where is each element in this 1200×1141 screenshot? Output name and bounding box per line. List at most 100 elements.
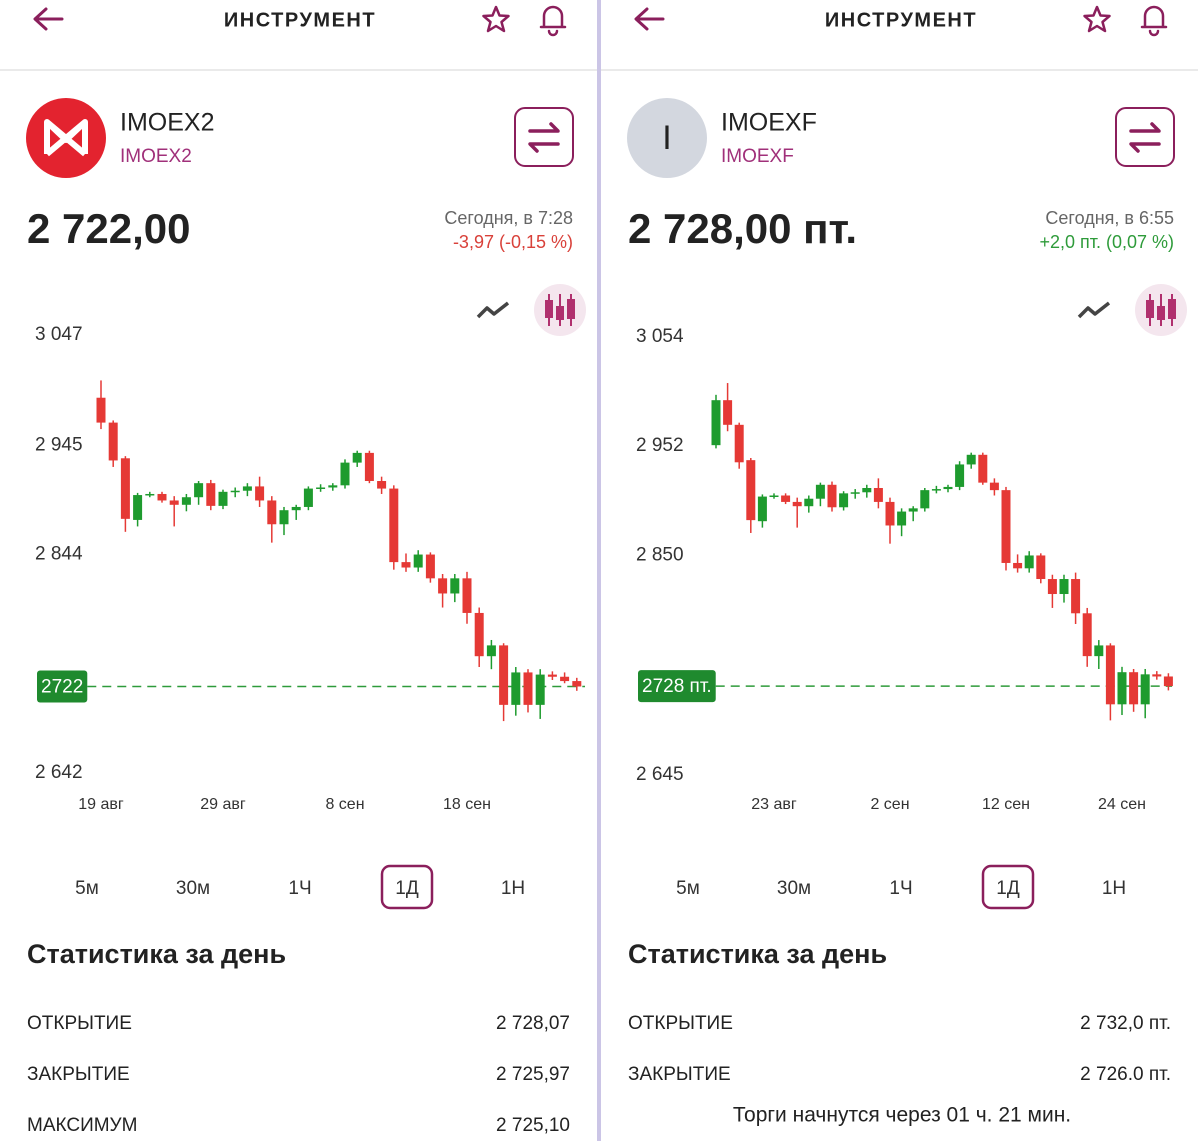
candle-body bbox=[120, 458, 130, 519]
candle-body bbox=[474, 612, 484, 657]
candle-body bbox=[547, 674, 557, 677]
candle-body bbox=[230, 490, 240, 493]
stat-value: 2 726.0 пт. bbox=[1080, 1064, 1171, 1085]
logo-letter: I bbox=[662, 119, 671, 157]
candle-body bbox=[279, 510, 289, 525]
candle-body bbox=[535, 674, 545, 705]
timeframe-button[interactable]: 1Н bbox=[501, 878, 525, 899]
timeframe-button[interactable]: 1Ч bbox=[889, 878, 912, 899]
back-button[interactable] bbox=[634, 7, 665, 31]
stat-label: ЗАКРЫТИЕ bbox=[27, 1064, 130, 1085]
candle-body bbox=[157, 493, 167, 501]
candle-body bbox=[1163, 676, 1173, 687]
candle-body bbox=[792, 501, 802, 507]
x-tick-label: 19 авг bbox=[78, 796, 124, 813]
candle-body bbox=[827, 484, 837, 508]
price-line-label: 2722 bbox=[41, 676, 83, 697]
candle-body bbox=[169, 500, 179, 505]
favorite-button[interactable] bbox=[1083, 5, 1111, 33]
y-tick-label: 2 642 bbox=[35, 762, 83, 783]
price-change: -3,97 (-0,15 %) bbox=[453, 232, 573, 252]
candle-body bbox=[560, 676, 570, 682]
candle-body bbox=[438, 578, 448, 594]
candle-body bbox=[873, 487, 883, 502]
candle-body bbox=[815, 484, 825, 499]
swap-icon bbox=[1129, 122, 1161, 153]
candle-body bbox=[1140, 674, 1150, 705]
stats-title: Статистика за день bbox=[27, 939, 286, 969]
candle-body bbox=[989, 482, 999, 491]
header-title: ИНСТРУМЕНТ bbox=[224, 9, 376, 31]
subticker: IMOEXF bbox=[721, 146, 794, 167]
candle-body bbox=[1105, 645, 1115, 705]
price-line-badge bbox=[638, 670, 716, 703]
candle-body bbox=[181, 497, 191, 505]
candle-body bbox=[1024, 555, 1034, 569]
swap-icon bbox=[528, 122, 560, 153]
timeframe-button[interactable]: 5м bbox=[676, 878, 700, 899]
active-timeframe bbox=[981, 864, 1035, 910]
candle-body bbox=[206, 483, 216, 506]
footer-bar bbox=[601, 1096, 1198, 1141]
ticker: IMOEXF bbox=[721, 109, 817, 137]
candle-body bbox=[511, 672, 521, 705]
footer-note: Торги начнутся через 01 ч. 21 мин. bbox=[733, 1104, 1071, 1127]
candle-body bbox=[1047, 579, 1057, 595]
candle-body bbox=[931, 489, 941, 491]
candle-body bbox=[328, 485, 338, 488]
y-tick-label: 3 047 bbox=[35, 324, 83, 345]
candle-body bbox=[108, 422, 118, 461]
candle-body bbox=[1082, 613, 1092, 657]
candle-body bbox=[943, 486, 953, 490]
candle-body bbox=[757, 496, 767, 522]
timeframe-button[interactable]: 1Д bbox=[395, 878, 419, 899]
candle-body bbox=[340, 462, 350, 486]
alerts-button[interactable] bbox=[539, 5, 567, 37]
screen: ИНСТРУМЕНТ I IMOEXF IMOEXF 2 728,00 пт. Сегод… bbox=[601, 5, 1198, 1141]
x-tick-label: 8 сен bbox=[325, 796, 364, 813]
candle-body bbox=[352, 452, 362, 463]
candle-body bbox=[377, 481, 387, 489]
candle-body bbox=[255, 486, 265, 501]
candle-body bbox=[462, 578, 472, 613]
timeframe-button[interactable]: 30м bbox=[777, 878, 811, 899]
candle-body bbox=[746, 460, 756, 521]
price: 2 722,00 bbox=[27, 205, 191, 252]
candle-body bbox=[291, 506, 301, 511]
x-tick-label: 24 сен bbox=[1098, 796, 1146, 813]
y-tick-label: 3 054 bbox=[636, 326, 684, 347]
line-chart-toggle[interactable] bbox=[476, 301, 510, 319]
timeframe-button[interactable]: 1Д bbox=[996, 878, 1020, 899]
candle-body bbox=[267, 500, 277, 525]
swap-button[interactable] bbox=[514, 107, 574, 167]
candle-body bbox=[734, 424, 744, 463]
logo bbox=[627, 98, 707, 178]
candle-body bbox=[804, 498, 814, 507]
candle-body bbox=[572, 681, 582, 687]
stat-value: 2 732,0 пт. bbox=[1080, 1013, 1171, 1034]
candle-body bbox=[862, 487, 872, 493]
line-chart-toggle[interactable] bbox=[1077, 301, 1111, 319]
candle-body bbox=[523, 672, 533, 705]
swap-button[interactable] bbox=[1115, 107, 1175, 167]
alerts-button[interactable] bbox=[1140, 5, 1168, 37]
candle-body bbox=[955, 464, 965, 487]
x-tick-label: 18 сен bbox=[443, 796, 491, 813]
candle-body bbox=[425, 554, 435, 579]
timeframe-button[interactable]: 5м bbox=[75, 878, 99, 899]
favorite-button[interactable] bbox=[482, 5, 510, 33]
y-tick-label: 2 850 bbox=[636, 544, 684, 565]
timeframe-button[interactable]: 1Ч bbox=[288, 878, 311, 899]
back-button[interactable] bbox=[33, 7, 64, 31]
candle-body bbox=[486, 645, 496, 657]
timeframe-button[interactable]: 30м bbox=[176, 878, 210, 899]
active-timeframe bbox=[380, 864, 434, 910]
stat-value: 2 728,07 bbox=[496, 1013, 570, 1034]
candle-body bbox=[145, 493, 155, 496]
price-change: +2,0 пт. (0,07 %) bbox=[1039, 232, 1174, 252]
candle-icon-body bbox=[567, 299, 575, 319]
x-tick-label: 2 сен bbox=[870, 796, 909, 813]
x-tick-label: 12 сен bbox=[982, 796, 1030, 813]
timeframe-button[interactable]: 1Н bbox=[1102, 878, 1126, 899]
